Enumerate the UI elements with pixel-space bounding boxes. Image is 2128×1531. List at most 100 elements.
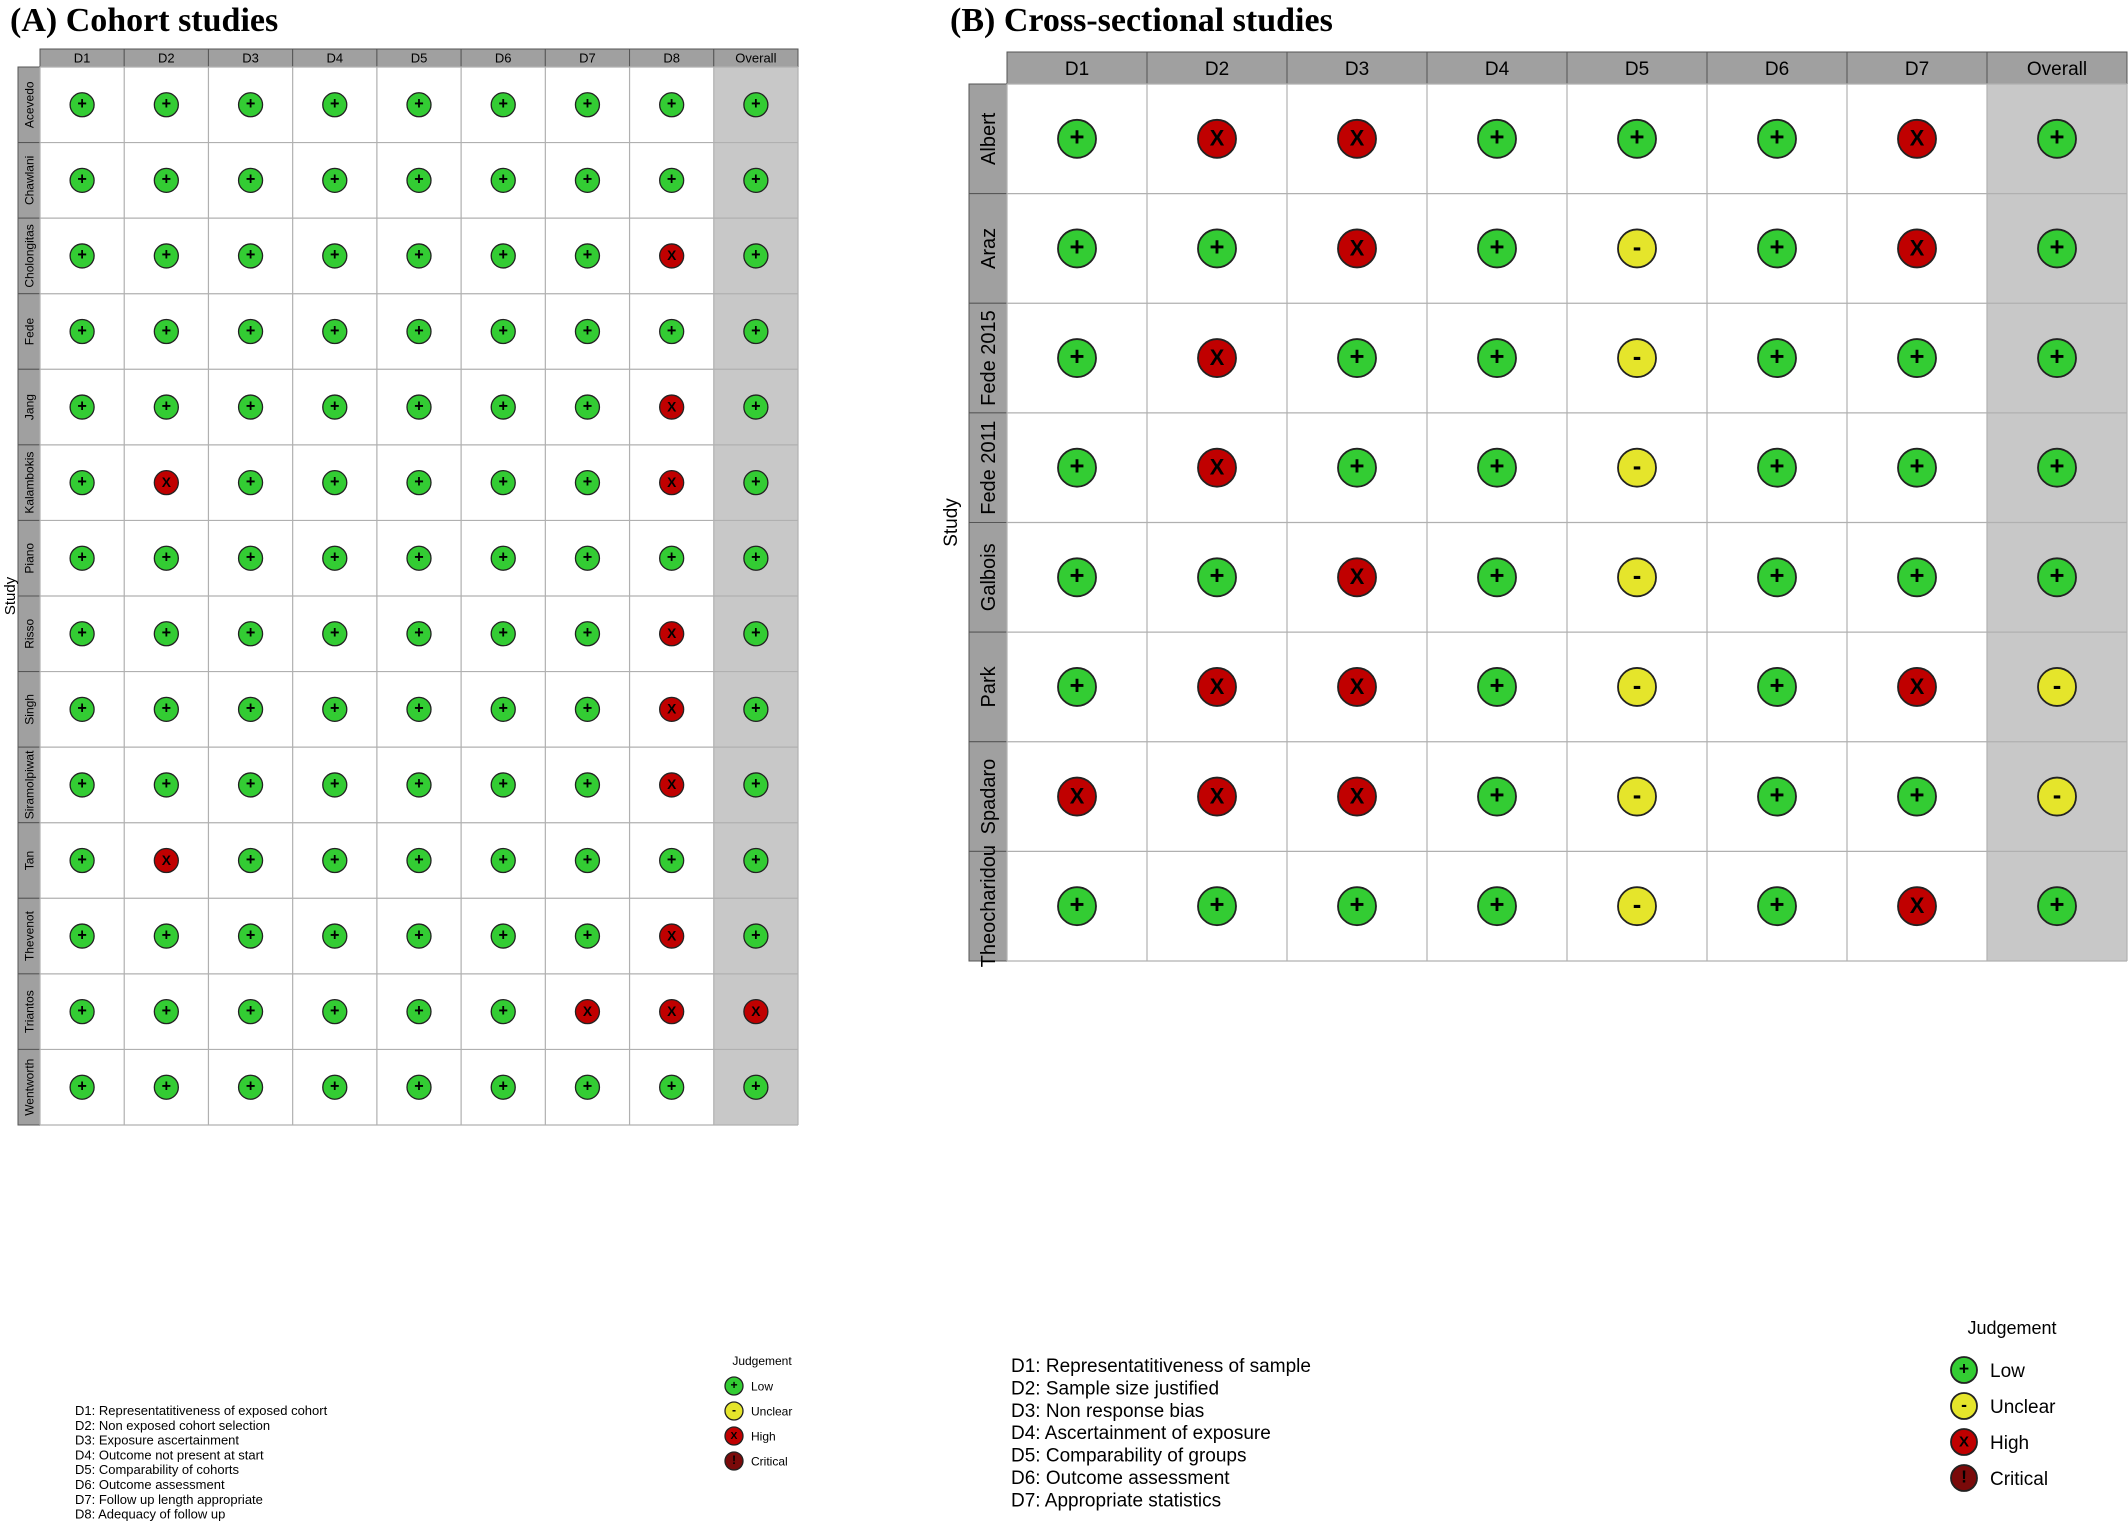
domain-description-1: D1: Representatitiveness of exposed coho… [75,1403,328,1418]
svg-text:+: + [751,775,760,793]
cell-albert-d5-low: + [1617,118,1657,159]
svg-text:D5: D5 [411,51,428,66]
svg-text:+: + [330,926,339,944]
svg-text:+: + [1210,562,1225,590]
svg-text:+: + [751,926,760,944]
cell-fede-overall-low: + [743,318,769,345]
cell-chawlani-d4-low: + [322,167,348,194]
cell-fede-2011-d5-unclear: - [1617,447,1657,488]
svg-text:+: + [583,322,592,340]
cell-jang-d8-high: X [659,394,685,420]
cell-singh-d7-low: + [574,696,601,723]
svg-text:+: + [414,171,423,189]
svg-text:D7: D7 [1905,59,1929,80]
column-header-d4: D4 [292,48,378,68]
svg-text:X: X [1210,674,1225,699]
cell-chawlani-d6-low: + [490,167,516,194]
cell-triantos-d7-high: X [574,998,601,1025]
svg-text:+: + [1070,343,1085,371]
svg-text:X: X [162,853,172,868]
svg-text:+: + [330,700,339,718]
row-header-spadaro: Spadaro [968,741,1008,852]
cell-thevenot-d8-high: X [659,923,685,949]
svg-text:+: + [162,246,171,264]
svg-text:X: X [1350,235,1365,260]
cell-araz-d3-high: X [1337,228,1377,269]
cell-triantos-overall-high: X [743,998,769,1025]
cell-theocharidou-d1-low: + [1057,886,1097,927]
cell-acevedo-overall-low: + [743,92,769,118]
svg-text:+: + [1070,233,1085,261]
svg-text:+: + [330,397,339,415]
cell-tan-d4-low: + [322,847,348,874]
cell-fede-2015-d4-low: + [1477,338,1517,378]
row-header-kalambokis: Kalambokis [17,444,41,521]
svg-text:D6: D6 [1765,59,1789,80]
cell-kalambokis-d8-high: X [659,469,685,496]
svg-text:Fede 2011: Fede 2011 [978,421,1000,515]
cell-singh-d3-low: + [237,696,264,723]
svg-text:+: + [1210,891,1225,919]
cell-fede-2015-d5-unclear: - [1617,338,1657,378]
svg-text:+: + [667,851,676,869]
svg-text:X: X [1350,783,1365,808]
cell-cholongitas-d2-low: + [153,243,179,269]
svg-text:+: + [751,397,760,415]
svg-text:+: + [162,624,171,642]
cell-siramolpiwat-d5-low: + [406,772,432,798]
svg-text:+: + [330,246,339,264]
svg-text:+: + [1070,672,1085,700]
column-header-d2: D2 [1146,51,1288,85]
y-axis-label: Study [2,576,19,615]
svg-text:+: + [330,322,339,340]
panel-title-text: Cohort studies [65,2,279,39]
cell-tan-d3-low: + [237,847,264,874]
svg-text:-: - [2053,781,2062,809]
cell-spadaro-d6-low: + [1757,776,1797,817]
svg-text:X: X [1210,783,1225,808]
cell-chawlani-d2-low: + [153,167,179,194]
svg-text:+: + [667,95,676,113]
cell-siramolpiwat-d3-low: + [237,772,264,798]
svg-text:X: X [667,626,677,641]
cell-kalambokis-d7-low: + [574,469,601,496]
svg-text:+: + [498,851,507,869]
cell-kalambokis-d2-high: X [153,469,179,496]
column-header-d7: D7 [1846,51,1988,85]
svg-text:+: + [162,397,171,415]
svg-text:Spadaro: Spadaro [978,759,1000,835]
cell-araz-d7-high: X [1897,228,1937,269]
domain-description-8: D8: Adequacy of follow up [75,1507,225,1522]
svg-text:X: X [1070,783,1085,808]
svg-text:+: + [1770,891,1785,919]
domain-description-1: D1: Representatitiveness of sample [1011,1356,1311,1377]
svg-text:Araz: Araz [978,228,1000,269]
domain-description-4: D4: Outcome not present at start [75,1447,264,1462]
cell-tan-d1-low: + [69,847,95,874]
svg-text:+: + [1490,781,1505,809]
cell-fede-2015-d6-low: + [1757,338,1797,378]
cell-theocharidou-d3-low: + [1337,886,1377,927]
svg-text:+: + [330,549,339,567]
svg-text:-: - [2053,672,2062,700]
svg-text:!: ! [732,1453,736,1467]
cell-araz-d1-low: + [1057,228,1097,269]
row-header-tan: Tan [17,822,41,899]
svg-text:Kalambokis: Kalambokis [22,452,36,514]
svg-text:X: X [1350,674,1365,699]
cell-jang-d4-low: + [322,394,348,420]
svg-text:Low: Low [1990,1361,2025,1382]
row-header-acevedo: Acevedo [17,66,41,144]
cell-acevedo-d2-low: + [153,92,179,118]
svg-text:+: + [414,851,423,869]
svg-text:X: X [667,777,677,792]
svg-text:+: + [2050,453,2065,481]
svg-text:+: + [1350,453,1365,481]
svg-text:+: + [246,926,255,944]
cell-araz-overall-low: + [2037,228,2077,269]
svg-text:+: + [1770,453,1785,481]
svg-text:X: X [1959,1434,1969,1451]
cell-thevenot-d4-low: + [322,923,348,949]
svg-text:+: + [1070,453,1085,481]
svg-text:+: + [1770,233,1785,261]
